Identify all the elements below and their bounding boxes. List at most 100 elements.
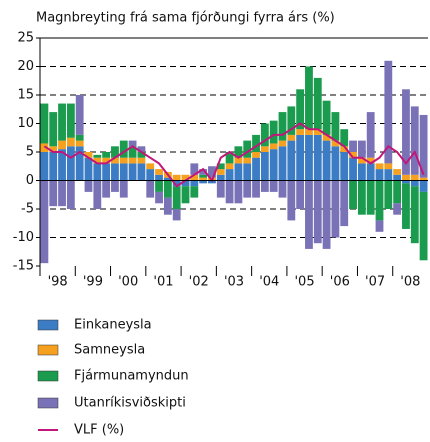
bar-segment	[199, 177, 208, 181]
y-tick-label: 25	[17, 31, 34, 46]
bar-segment	[375, 220, 384, 232]
legend-swatch	[37, 344, 59, 356]
bar-segment	[252, 152, 260, 158]
legend-swatch	[37, 319, 59, 331]
bar-segment	[260, 180, 269, 192]
bar-segment	[393, 203, 402, 215]
bar-segment	[243, 140, 252, 158]
bar-segment	[58, 140, 66, 150]
x-tick-label: '99	[83, 275, 103, 290]
bar-segment	[190, 174, 199, 181]
bar-segment	[375, 163, 384, 170]
bar-segment	[234, 146, 243, 158]
bar-segment	[393, 174, 402, 181]
bar-segment	[172, 209, 181, 221]
bar-segment	[260, 152, 269, 181]
bar-segment	[313, 180, 322, 244]
bar-segment	[93, 163, 102, 181]
bar-segment	[384, 60, 393, 164]
bar-segment	[305, 134, 313, 181]
bar-segment	[287, 180, 296, 221]
bar-segment	[287, 134, 296, 141]
bar-segment	[366, 112, 375, 158]
bar-segment	[402, 89, 410, 175]
bar-segment	[146, 169, 155, 181]
bar-segment	[58, 103, 66, 141]
bar-segment	[172, 186, 181, 209]
y-tick-label: 10	[17, 116, 34, 131]
bar-segment	[269, 149, 278, 181]
bar-segment	[84, 157, 93, 181]
bar-segment	[322, 100, 331, 135]
bar-segment	[402, 183, 410, 229]
bar-segment	[296, 134, 305, 181]
legend-label: Utanríkisviðskipti	[74, 396, 186, 411]
bar-segment	[102, 180, 111, 198]
bar-segment	[49, 112, 58, 147]
bar-segment	[84, 152, 93, 158]
bar-segment	[49, 180, 58, 207]
bar-segment	[313, 77, 322, 130]
y-tick-label: -10	[13, 230, 34, 245]
bar-segment	[225, 180, 234, 204]
bar-segment	[111, 146, 119, 158]
legend-label: Einkaneysla	[74, 318, 152, 333]
bar-segment	[199, 174, 208, 178]
line	[43, 122, 425, 188]
x-tick-label: '04	[259, 275, 279, 290]
bar-segment	[75, 95, 84, 135]
bar-segment	[128, 146, 137, 158]
bar-segment	[163, 180, 172, 198]
bar-segment	[102, 157, 111, 164]
bar-segment	[137, 163, 146, 181]
bar-segment	[199, 180, 208, 184]
bar-segment	[269, 180, 278, 192]
bar-segment	[119, 140, 128, 158]
bar-segment	[234, 157, 243, 164]
bar-segment	[313, 134, 322, 181]
legend-label: Fjármunamyndun	[74, 369, 189, 384]
bar-segment	[375, 169, 384, 181]
y-tick-label: 20	[17, 59, 34, 74]
x-tick-label: '05	[294, 275, 314, 290]
bar-segment	[111, 180, 119, 192]
bar-segment	[331, 112, 340, 141]
x-tick-label: '01	[153, 275, 173, 290]
bar-segment	[190, 163, 199, 175]
x-tick-label: '02	[189, 275, 209, 290]
bar-segment	[349, 152, 357, 158]
bar-segment	[190, 186, 199, 198]
bar-segment	[128, 157, 137, 164]
bar-segment	[243, 180, 252, 198]
bar-segment	[216, 174, 225, 181]
bar-segment	[349, 140, 357, 152]
bar-segment	[410, 174, 419, 181]
bar-segment	[402, 180, 410, 184]
bar-segment	[137, 157, 146, 164]
bar-segment	[322, 134, 331, 141]
bar-segment	[75, 134, 84, 141]
bar-segment	[66, 146, 75, 181]
bar-segment	[384, 180, 393, 209]
bar-segment	[402, 174, 410, 181]
bar-segment	[66, 180, 75, 209]
bar-segment	[225, 163, 234, 170]
x-tick-label: '98	[48, 275, 68, 290]
bar-segment	[340, 146, 349, 152]
bar-segment	[410, 186, 419, 244]
bar-segment	[58, 180, 66, 207]
bar-segment	[172, 174, 181, 181]
bar-segment	[40, 180, 49, 264]
bar-segment	[128, 163, 137, 181]
bar-segment	[93, 154, 102, 158]
legend-label: Samneysla	[74, 343, 145, 358]
bar-segment	[331, 140, 340, 147]
legend-label: VLF (%)	[74, 423, 124, 438]
bar-segment	[252, 157, 260, 181]
bar-segment	[322, 140, 331, 181]
bar-segment	[216, 163, 225, 170]
bar-segment	[305, 129, 313, 135]
bar-segment	[216, 169, 225, 175]
bar-segment	[393, 169, 402, 175]
